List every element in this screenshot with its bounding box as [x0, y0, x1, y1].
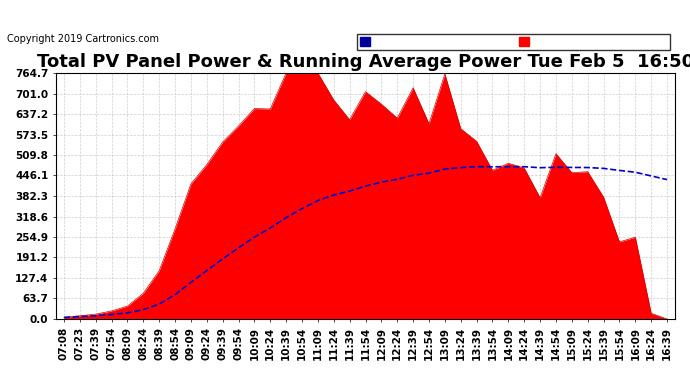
Text: Copyright 2019 Cartronics.com: Copyright 2019 Cartronics.com	[7, 34, 159, 44]
Legend: Average  (DC Watts), PV Panels  (DC Watts): Average (DC Watts), PV Panels (DC Watts)	[357, 34, 670, 50]
Title: Total PV Panel Power & Running Average Power Tue Feb 5  16:50: Total PV Panel Power & Running Average P…	[37, 54, 690, 72]
